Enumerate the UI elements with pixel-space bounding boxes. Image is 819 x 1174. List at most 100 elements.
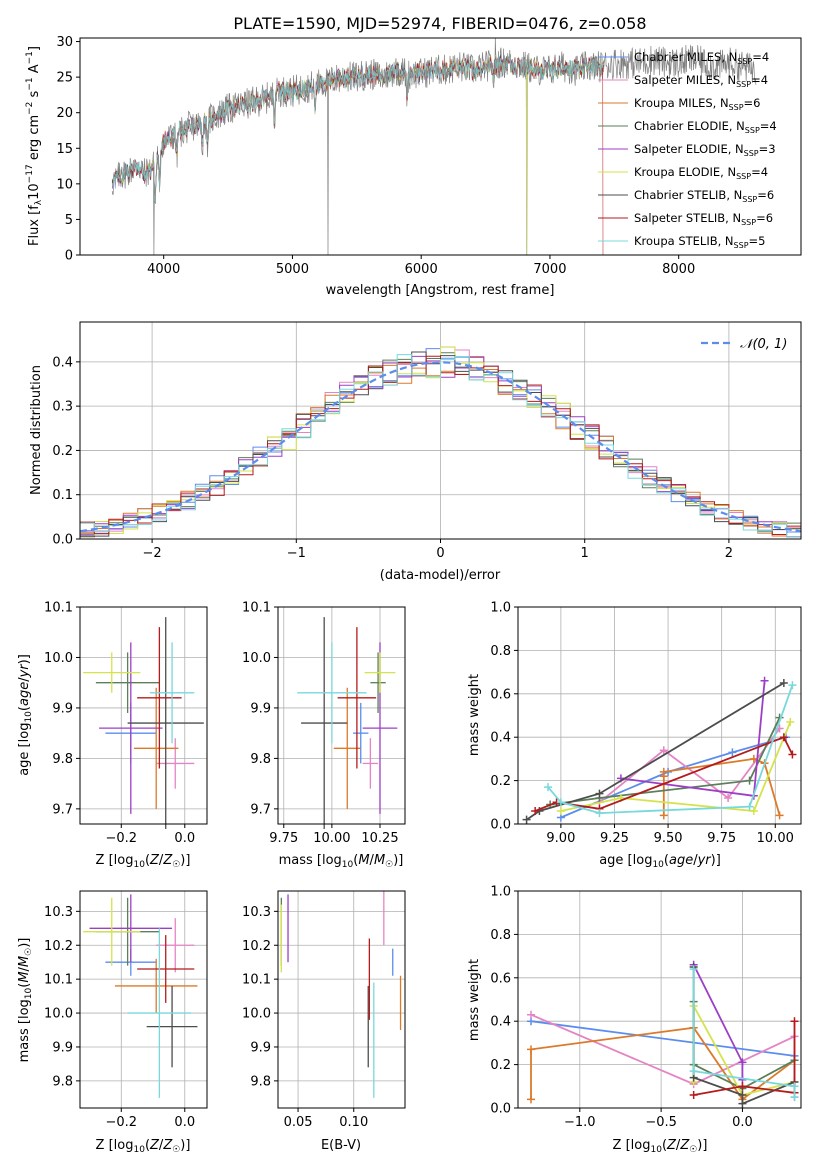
- weight-marker: [724, 793, 733, 802]
- weight-marker: [659, 767, 668, 776]
- y-tick-label: 0.8: [490, 928, 511, 943]
- y-tick-label: 1.0: [490, 601, 511, 616]
- y-tick-label: 0: [65, 249, 73, 264]
- spectrum-model-line: [111, 54, 605, 203]
- weight-marker: [779, 733, 788, 742]
- weight-marker: [689, 965, 698, 974]
- weight-marker: [790, 1093, 799, 1102]
- massZ-xlabel: Z [log10(Z/Z☉)]: [96, 1138, 191, 1155]
- y-tick-label: 10.1: [242, 973, 271, 988]
- y-tick-label: 9.8: [250, 1074, 271, 1089]
- y-tick-label: 25: [56, 71, 73, 86]
- x-tick-label: 9.00: [546, 831, 575, 846]
- weight-line: [693, 1021, 796, 1096]
- legend-label: Salpeter MILES, NSSP=4: [634, 73, 768, 89]
- ageZ-ylabel: age [log10(age/yr)]: [17, 654, 34, 776]
- legend-label: Salpeter ELODIE, NSSP=3: [634, 142, 776, 158]
- ageW-xlabel: age [log10(age/yr)]: [599, 853, 721, 870]
- x-tick-label: 0.05: [284, 1115, 313, 1130]
- weight-marker: [659, 746, 668, 755]
- y-tick-label: 0.2: [490, 1058, 511, 1073]
- weight-marker: [527, 1045, 536, 1054]
- age-vs-mass-panel: 9.75 10.00 10.25 9.7 9.8 9.9 10.0 10.1 mass [lo…: [242, 601, 406, 870]
- weight-marker: [659, 811, 668, 820]
- y-tick-label: 0.0: [490, 818, 511, 833]
- weight-line: [692, 969, 796, 1098]
- y-tick-label: 1.0: [490, 885, 511, 900]
- x-tick-label: 10.25: [361, 831, 398, 846]
- age-weights-panel: 9.00 9.25 9.50 9.75 10.000.00.20.40.60.81.0 …: [467, 601, 802, 870]
- x-tick-label: 9.25: [600, 831, 629, 846]
- mass-vs-metallicity-panel: −0.2 0.0 9.8 9.9 10.0 10.1 10.2 10.3 Z [log10(Z…: [17, 890, 208, 1155]
- y-tick-label: 15: [56, 142, 73, 157]
- y-tick-label: 0.2: [490, 774, 511, 789]
- y-tick-label: 5: [65, 213, 73, 228]
- x-tick-label: −0.2: [105, 831, 137, 846]
- weight-marker: [738, 1090, 747, 1099]
- spectrum-frame: [79, 37, 802, 256]
- x-tick-label: −1: [287, 546, 306, 561]
- legend-label: Chabrier ELODIE, NSSP=4: [634, 119, 777, 135]
- weight-marker: [689, 1090, 698, 1099]
- spectrum-title: PLATE=1590, MJD=52974, FIBERID=0476, z=0…: [233, 14, 646, 33]
- weight-line: [598, 727, 781, 803]
- y-tick-label: 20: [56, 106, 73, 121]
- y-tick-label: 0.0: [52, 533, 73, 548]
- x-tick-label: 0.0: [174, 831, 195, 846]
- weight-line: [560, 721, 792, 812]
- mass-vs-ebv-panel: 0.05 0.10 9.8 9.9 10.0 10.1 10.2 10.3 E(B-V): [242, 890, 406, 1153]
- legend-label: Salpeter STELIB, NSSP=6: [634, 211, 773, 227]
- x-tick-label: 7000: [533, 262, 566, 277]
- massE-xlabel: E(B-V): [321, 1138, 361, 1153]
- x-tick-label: 9.75: [269, 831, 298, 846]
- x-tick-label: 6000: [405, 262, 438, 277]
- ageW-ylabel: mass weight: [467, 674, 482, 756]
- weight-marker: [689, 1067, 698, 1076]
- x-tick-label: 5000: [276, 262, 309, 277]
- x-tick-label: 2: [725, 546, 733, 561]
- residual-ylabel: Normed distribution: [29, 365, 44, 495]
- legend-label: Kroupa STELIB, NSSP=5: [634, 234, 765, 250]
- x-tick-label: 4000: [147, 262, 180, 277]
- y-tick-label: 10.1: [44, 601, 73, 616]
- y-tick-label: 0.0: [490, 1102, 511, 1117]
- residual-legend: 𝒩(0, 1): [701, 337, 787, 352]
- spectrum-xlabel: wavelength [Angstrom, rest frame]: [326, 283, 555, 298]
- y-tick-label: 10.0: [44, 1007, 73, 1022]
- y-tick-label: 9.7: [52, 802, 73, 817]
- weight-marker: [790, 1082, 799, 1091]
- residual-xlabel: (data-model)/error: [380, 568, 501, 583]
- weight-marker: [738, 1058, 747, 1067]
- ageM-xlabel: mass [log10(M/M☉)]: [279, 853, 404, 870]
- residual-histogram-series: [80, 354, 801, 538]
- x-tick-label: 10.00: [313, 831, 350, 846]
- ZW-ylabel: mass weight: [467, 959, 482, 1041]
- weight-marker: [595, 789, 604, 798]
- y-tick-label: 10.3: [44, 905, 73, 920]
- legend-label: Kroupa ELODIE, NSSP=4: [634, 165, 768, 181]
- y-tick-label: 0.1: [52, 488, 73, 503]
- y-tick-label: 10.0: [242, 651, 271, 666]
- y-tick-label: 10: [56, 177, 73, 192]
- x-tick-label: 10.00: [757, 831, 794, 846]
- legend-label: 𝒩(0, 1): [740, 337, 787, 352]
- y-tick-label: 10.0: [242, 1007, 271, 1022]
- y-tick-label: 10.1: [242, 601, 271, 616]
- weight-marker: [544, 783, 553, 792]
- x-tick-label: 0.10: [339, 1115, 368, 1130]
- age-vs-metallicity-panel: −0.2 0.0 9.7 9.8 9.9 10.0 10.1 Z [log10(Z/Z☉)]…: [17, 601, 208, 870]
- normal-curve: [79, 361, 802, 533]
- weight-marker: [738, 1082, 747, 1091]
- y-tick-label: 0.6: [490, 687, 511, 702]
- x-tick-label: −1.0: [564, 1115, 596, 1130]
- spectrum-panel: PLATE=1590, MJD=52974, FIBERID=0476, z=0…: [25, 14, 802, 298]
- x-tick-label: −0.2: [105, 1115, 137, 1130]
- y-tick-label: 0.4: [490, 1015, 511, 1030]
- x-tick-label: 0: [436, 546, 444, 561]
- x-tick-label: 1: [581, 546, 589, 561]
- legend-label: Chabrier STELIB, NSSP=6: [634, 188, 774, 204]
- weight-marker: [749, 806, 758, 815]
- x-tick-label: −0.5: [645, 1115, 677, 1130]
